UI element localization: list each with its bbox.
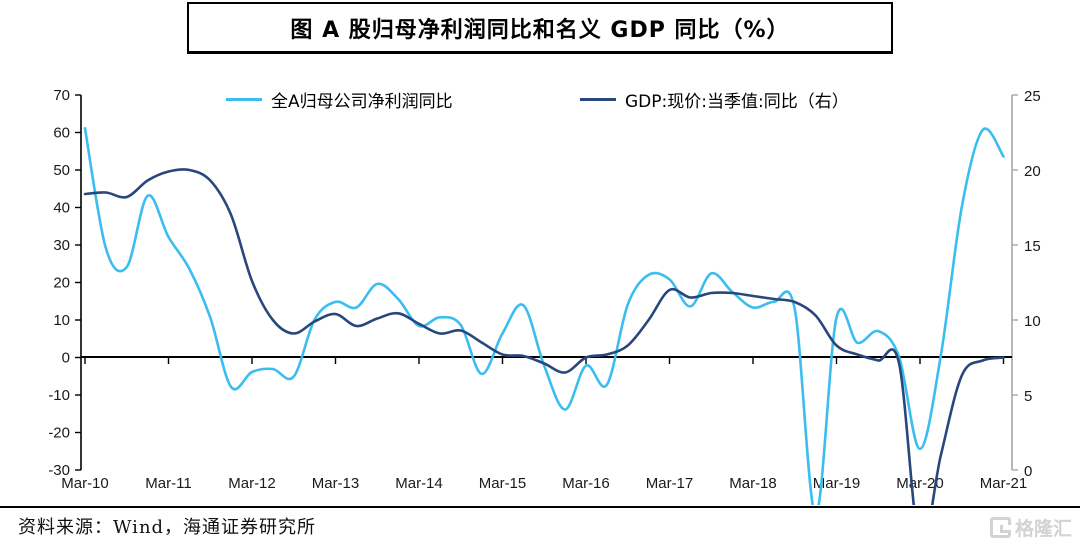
y-axis-right-label: 20 xyxy=(1024,163,1041,180)
y-axis-left-label: 70 xyxy=(53,87,70,104)
y-axis-right-label: 10 xyxy=(1024,313,1041,330)
series-line-net-profit xyxy=(83,127,1005,505)
x-axis-label: Mar-15 xyxy=(479,475,527,492)
x-axis-label: Mar-13 xyxy=(312,475,360,492)
y-axis-left-label: 10 xyxy=(53,312,70,329)
y-axis-left-label: 50 xyxy=(53,162,70,179)
x-axis-label: Mar-20 xyxy=(896,475,944,492)
x-axis-label: Mar-12 xyxy=(228,475,276,492)
gelonghui-logo-text: 格隆汇 xyxy=(1014,518,1072,540)
legend-item-net-profit: 全A归母公司净利润同比 xyxy=(226,88,453,112)
y-axis-right-label: 5 xyxy=(1024,388,1032,405)
chart-title-box: 图 A 股归母净利润同比和名义 GDP 同比（%） xyxy=(187,2,893,54)
y-axis-left-label: -10 xyxy=(48,387,70,404)
x-axis-label: Mar-21 xyxy=(980,475,1028,492)
y-axis-right-label: 0 xyxy=(1024,463,1032,480)
y-axis-left-label: 0 xyxy=(62,350,70,367)
chart-title: 图 A 股归母净利润同比和名义 GDP 同比（%） xyxy=(290,17,790,43)
legend-swatch-net-profit xyxy=(226,97,262,101)
x-axis-label: Mar-17 xyxy=(646,475,694,492)
x-axis-label: Mar-11 xyxy=(145,475,191,492)
x-axis-label: Mar-14 xyxy=(395,475,443,492)
y-axis-left-label: 30 xyxy=(53,237,70,254)
x-axis-label: Mar-10 xyxy=(61,475,109,492)
y-axis-left-label: 40 xyxy=(53,200,70,217)
y-axis-left-label: -20 xyxy=(48,425,70,442)
x-axis-label: Mar-18 xyxy=(729,475,777,492)
footer-divider xyxy=(0,506,1080,508)
y-axis-left-label: 60 xyxy=(53,125,70,142)
y-axis-right-label: 15 xyxy=(1024,238,1041,255)
x-axis-label: Mar-19 xyxy=(813,475,861,492)
x-axis-label: Mar-16 xyxy=(562,475,610,492)
legend-label-net-profit: 全A归母公司净利润同比 xyxy=(271,91,453,112)
legend-label-gdp: GDP:现价:当季值:同比（右） xyxy=(625,91,849,112)
y-axis-left-label: -30 xyxy=(48,462,70,479)
legend-swatch-gdp xyxy=(580,97,616,101)
series-line-gdp xyxy=(83,168,1005,505)
gelonghui-logo-icon xyxy=(989,517,1011,538)
gelonghui-watermark: 格隆汇 xyxy=(989,514,1072,541)
source-note: 资料来源：Wind，海通证券研究所 xyxy=(18,517,317,538)
legend-item-gdp: GDP:现价:当季值:同比（右） xyxy=(580,88,849,112)
y-axis-left-label: 20 xyxy=(53,275,70,292)
y-axis-right-label: 25 xyxy=(1024,88,1041,105)
